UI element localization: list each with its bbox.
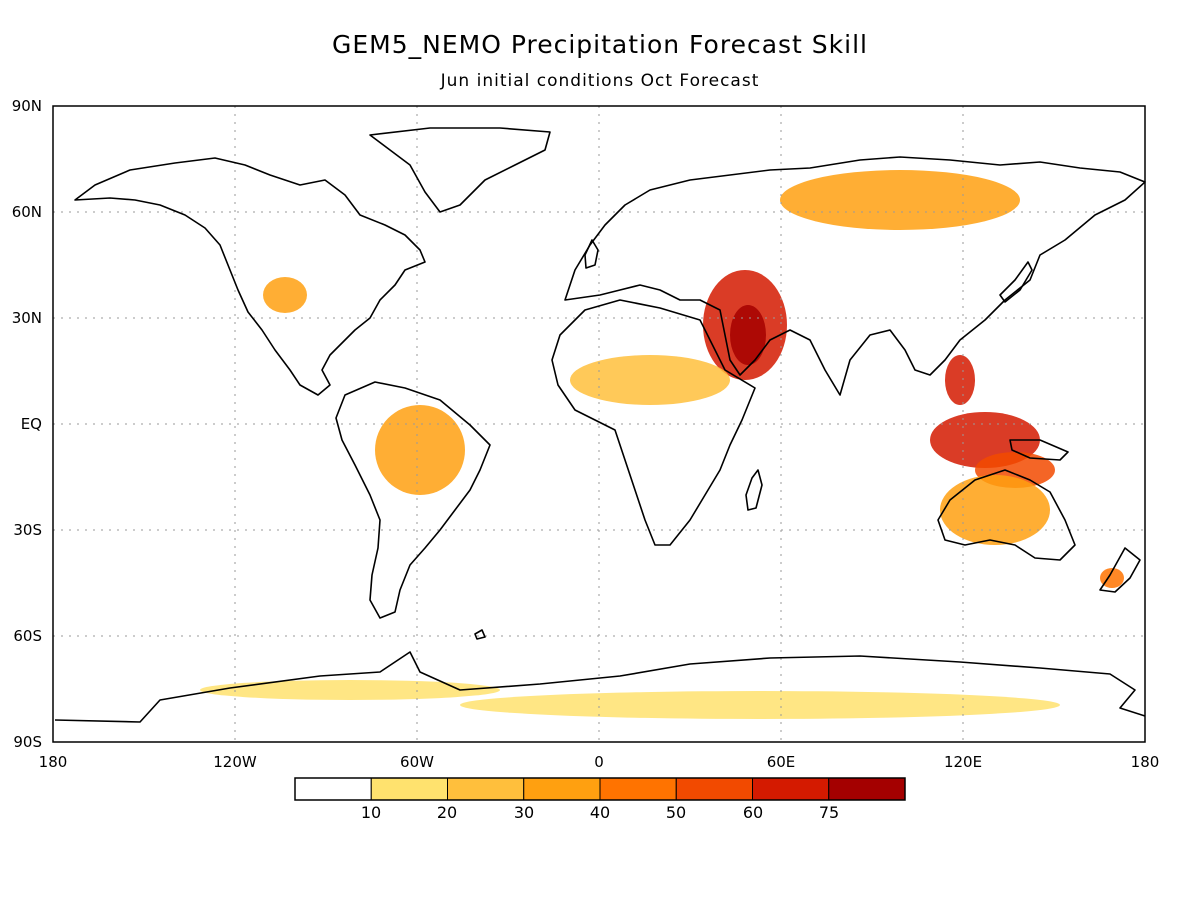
coast-australia xyxy=(937,469,1076,561)
coast-new-zealand xyxy=(1099,547,1141,593)
colorbar-swatch xyxy=(675,777,753,801)
coast-south-georgia xyxy=(474,629,486,640)
skill-region-siberia xyxy=(780,170,1020,230)
plot-area xyxy=(52,105,1146,743)
colorbar-swatch xyxy=(752,777,830,801)
coast-new-guinea xyxy=(1009,439,1069,461)
colorbar-label-40: 40 xyxy=(590,803,610,822)
coast-japan xyxy=(999,261,1033,303)
colorbar-label-75: 75 xyxy=(819,803,839,822)
colorbar-swatch xyxy=(599,777,677,801)
colorbar-frame xyxy=(294,777,906,801)
x-axis-labels: 180 120W 60W 0 60E 120E 180 xyxy=(39,753,1160,771)
colorbar-label-20: 20 xyxy=(437,803,457,822)
colorbar-swatch xyxy=(523,777,601,801)
colorbar-label-10: 10 xyxy=(361,803,381,822)
coast-uk xyxy=(584,239,599,269)
coastlines xyxy=(54,127,1146,723)
skill-field-layer xyxy=(200,170,1124,719)
x-tick-60w: 60W xyxy=(400,753,434,771)
plot-frame xyxy=(52,105,1146,743)
map-subtitle: Jun initial conditions Oct Forecast xyxy=(440,71,760,91)
y-tick-90s: 90S xyxy=(13,733,42,751)
skill-region-new-zealand xyxy=(1100,568,1124,588)
coast-greenland xyxy=(369,127,551,213)
skill-region-sahel xyxy=(570,355,730,405)
colorbar-swatch xyxy=(447,777,525,801)
y-tick-30s: 30S xyxy=(13,521,42,539)
graticule xyxy=(53,106,1145,742)
coast-eurasia xyxy=(564,156,1146,396)
y-tick-60n: 60N xyxy=(12,203,42,221)
skill-region-australia xyxy=(940,475,1050,545)
coast-north-america xyxy=(74,157,426,396)
colorbar-label-50: 50 xyxy=(666,803,686,822)
colorbar-swatch xyxy=(828,777,906,801)
skill-region-antarctica-coast xyxy=(200,680,500,700)
coast-south-america xyxy=(335,381,491,619)
coast-madagascar xyxy=(745,469,763,511)
x-tick-120e: 120E xyxy=(944,753,982,771)
x-tick-60e: 60E xyxy=(767,753,796,771)
x-tick-0: 0 xyxy=(594,753,604,771)
y-axis-labels: 90N 60N 30N EQ 30S 60S 90S xyxy=(12,97,42,751)
y-tick-90n: 90N xyxy=(12,97,42,115)
y-tick-60s: 60S xyxy=(13,627,42,645)
colorbar-swatches xyxy=(294,777,906,801)
skill-region-maritime-continent xyxy=(945,355,975,405)
colorbar-label-60: 60 xyxy=(743,803,763,822)
skill-region-arabia-core xyxy=(730,305,766,365)
coast-africa xyxy=(551,299,756,546)
x-tick-120w: 120W xyxy=(213,753,257,771)
y-tick-30n: 30N xyxy=(12,309,42,327)
colorbar: 10 20 30 40 50 60 75 xyxy=(294,777,906,822)
colorbar-label-30: 30 xyxy=(514,803,534,822)
colorbar-swatch xyxy=(370,777,448,801)
skill-region-western-us xyxy=(263,277,307,313)
skill-region-amazon xyxy=(375,405,465,495)
x-tick-180e: 180 xyxy=(1131,753,1160,771)
skill-region-antarctica-coast xyxy=(460,691,1060,719)
y-tick-eq: EQ xyxy=(21,415,42,433)
map-title: GEM5_NEMO Precipitation Forecast Skill xyxy=(332,30,868,59)
coast-antarctica xyxy=(54,651,1146,723)
x-tick-180w: 180 xyxy=(39,753,68,771)
colorbar-swatch xyxy=(294,777,372,801)
